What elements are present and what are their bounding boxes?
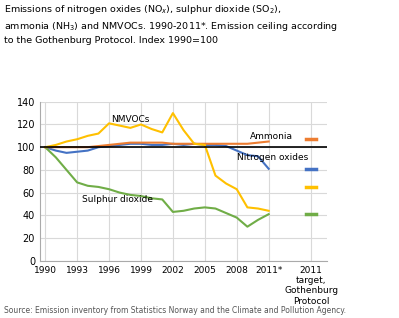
Text: Nitrogen oxides: Nitrogen oxides [237,153,308,162]
Text: Emissions of nitrogen oxides (NO$_x$), sulphur dioxide (SO$_2$),
ammonia (NH$_3$: Emissions of nitrogen oxides (NO$_x$), s… [4,3,338,45]
Text: Source: Emission inventory from Statistics Norway and the Climate and Pollution : Source: Emission inventory from Statisti… [4,306,346,315]
Text: NMVOCs: NMVOCs [111,115,150,124]
Text: Ammonia: Ammonia [249,132,292,141]
Text: Sulphur dioxide: Sulphur dioxide [83,195,154,204]
